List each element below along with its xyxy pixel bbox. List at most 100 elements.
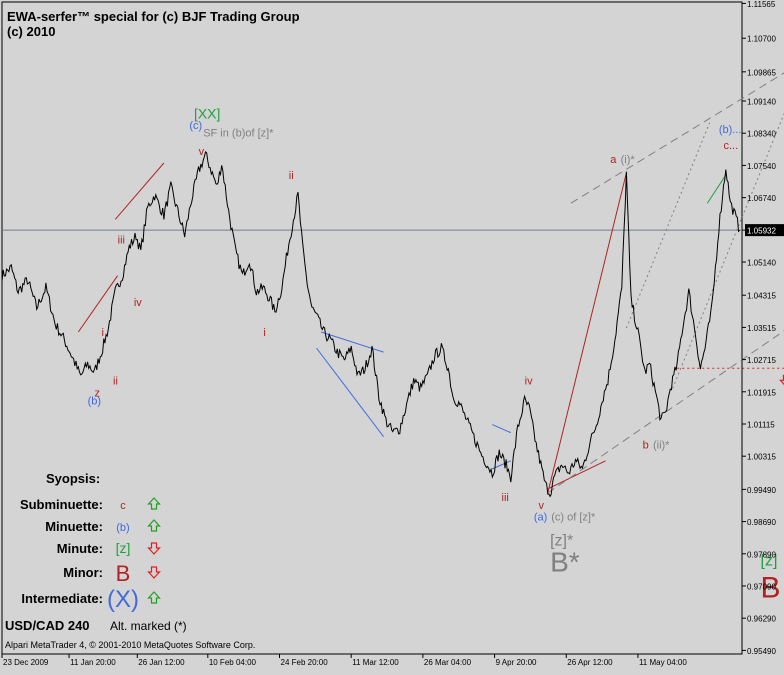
y-tick-label: 1.11565	[747, 0, 776, 9]
synopsis-wave-label: (X)	[107, 586, 139, 613]
x-tick-label: 26 Apr 12:00	[567, 658, 613, 667]
arrow-down-icon	[779, 374, 784, 386]
synopsis-wave-label: c	[120, 500, 126, 512]
x-tick-label: 26 Mar 04:00	[424, 658, 472, 667]
y-tick-label: 1.06740	[747, 194, 776, 203]
price-line	[1, 150, 741, 498]
wave-label: iv	[525, 375, 533, 387]
wave-label: b	[643, 440, 649, 452]
wave-label: i	[101, 327, 103, 339]
wave-label: (b)...	[719, 124, 742, 136]
chart-frame	[1, 1, 743, 655]
price-series	[1, 150, 741, 498]
wave-label: iii	[118, 234, 125, 246]
y-tick-label: 1.03515	[747, 324, 776, 333]
wave-label: (c) of [z]*	[551, 511, 596, 523]
signal-arrow	[779, 374, 784, 386]
y-tick-label: 1.01115	[747, 420, 775, 429]
x-tick-label: 10 Feb 04:00	[209, 658, 257, 667]
wave-label: i	[263, 327, 265, 339]
synopsis-table: Subminuette: c Minuette: (b) Minute: [z] Minor…	[20, 497, 161, 613]
synopsis-wave-label: [z]	[116, 540, 131, 556]
wave-label: [z]*	[550, 532, 573, 549]
time-axis: 23 Dec 2009 11 Jan 20:00 26 Jan 12:00 10 Fe…	[1, 654, 687, 667]
arrow-up-icon	[147, 497, 161, 510]
y-tick-label: 1.05140	[747, 258, 776, 267]
wave-label: B*	[550, 546, 580, 577]
wave-label: iii	[502, 492, 509, 504]
wave-label: (ii)*	[653, 440, 670, 452]
y-tick-label: 1.04315	[747, 292, 776, 301]
current-price-badge	[745, 224, 784, 237]
y-tick-label: 1.10700	[747, 35, 776, 44]
synopsis-row: Minute: [z]	[57, 540, 161, 556]
wave-label: (i)*	[621, 154, 636, 166]
trend-line	[114, 162, 165, 220]
trend-line	[547, 460, 606, 490]
synopsis-arrow	[147, 497, 161, 510]
x-tick-label: 26 Jan 12:00	[138, 658, 185, 667]
arrow-down-icon	[147, 566, 161, 579]
synopsis-row: Subminuette: c	[20, 497, 161, 512]
synopsis-degree: Minor:	[63, 565, 103, 580]
trend-line	[320, 331, 384, 353]
wave-label: (a)	[534, 511, 547, 523]
symbol-label: USD/CAD 240	[5, 618, 90, 633]
plot-frame	[1, 1, 743, 655]
wave-label: (c)	[189, 120, 202, 132]
chart-title: EWA-serfer™ special for (c) BJF Trading …	[7, 9, 300, 24]
synopsis-wave-label: (b)	[116, 522, 129, 534]
y-tick-label: 1.09865	[747, 68, 776, 77]
price-axis: 1.11565 1.10700 1.09865 1.09140 1.08340 1.075…	[742, 0, 784, 656]
arrow-up-icon	[147, 591, 161, 604]
trend-line	[316, 347, 384, 437]
y-tick-label: 0.96290	[747, 615, 776, 624]
y-tick-label: 1.08340	[747, 130, 776, 139]
synopsis-arrow	[147, 519, 161, 532]
wave-label: z	[95, 387, 101, 399]
synopsis-degree: Intermediate:	[21, 591, 103, 606]
trend-line	[77, 275, 119, 333]
synopsis-row: Minuette: (b)	[45, 519, 161, 534]
wave-label: ii	[289, 170, 294, 182]
wave-label: v	[539, 500, 545, 512]
synopsis-row: Minor: B	[63, 561, 161, 586]
trend-line	[672, 112, 784, 389]
y-tick-label: 0.99490	[747, 486, 776, 495]
synopsis-row: Intermediate: (X)	[21, 586, 161, 613]
trend-line	[570, 72, 784, 204]
y-tick-label: 0.98690	[747, 518, 776, 527]
wave-label: v	[199, 146, 205, 158]
y-tick-label: 1.00315	[747, 453, 776, 462]
x-tick-label: 23 Dec 2009	[3, 658, 49, 667]
x-tick-label: 11 Mar 12:00	[352, 658, 399, 667]
synopsis-degree: Subminuette:	[20, 497, 103, 512]
wave-label: a	[610, 154, 617, 166]
x-tick-label: 9 Apr 20:00	[496, 658, 537, 667]
x-tick-label: 24 Feb 20:00	[281, 658, 329, 667]
x-tick-label: 11 May 04:00	[639, 658, 687, 667]
trend-line	[625, 122, 711, 329]
trend-line	[492, 424, 511, 434]
wave-label: ii	[113, 375, 118, 387]
synopsis-wave-label: B	[116, 561, 131, 586]
wave-labels: [XX](c)SF in (b)of [z]*viiiiviiiz(b)iiii…	[88, 106, 784, 605]
y-tick-label: 0.97890	[747, 550, 776, 559]
synopsis-degree: Minuette:	[45, 519, 103, 534]
y-tick-label: 1.07540	[747, 162, 776, 171]
overlay-text: EWA-serfer™ special for (c) BJF Trading …	[5, 9, 300, 650]
wave-label: (b)	[88, 395, 101, 407]
alt-marked-label: Alt. marked (*)	[110, 619, 187, 633]
synopsis-degree: Minute:	[57, 541, 103, 556]
chart-subtitle: (c) 2010	[7, 24, 55, 39]
trend-line	[547, 330, 784, 494]
y-tick-label: 1.05932	[747, 227, 776, 236]
arrow-down-icon	[147, 542, 161, 555]
wave-label: B	[761, 572, 781, 605]
synopsis-arrow	[147, 542, 161, 555]
wave-label: SF in (b)of [z]*	[203, 127, 274, 139]
y-tick-label: 0.97090	[747, 582, 776, 591]
arrow-up-icon	[147, 519, 161, 532]
